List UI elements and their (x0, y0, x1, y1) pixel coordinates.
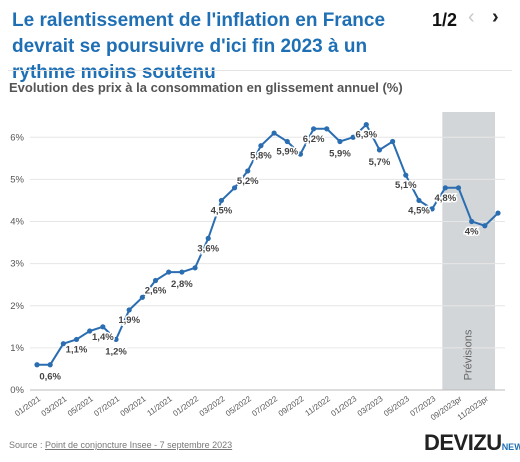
data-point (192, 265, 198, 271)
data-label: 1,4% (92, 332, 114, 343)
brand-sub: NEWS (501, 442, 520, 452)
y-tick-label: 0% (10, 385, 24, 396)
data-label: 5,9% (329, 148, 351, 159)
x-tick-label: 11/2022 (304, 394, 333, 418)
data-point (416, 197, 422, 204)
x-tick-label: 01/2022 (171, 394, 200, 418)
x-tick-label: 11/2021 (145, 394, 174, 418)
data-point (297, 151, 304, 157)
data-label: 2,6% (145, 285, 167, 296)
x-tick-label: 01/2023 (329, 394, 358, 418)
source-link[interactable]: Point de conjoncture Insee - 7 septembre… (45, 440, 233, 450)
data-label: 4,5% (211, 205, 233, 216)
data-point (34, 362, 40, 368)
data-point (324, 126, 330, 132)
data-point (87, 328, 93, 334)
data-point (100, 324, 106, 330)
data-point (363, 122, 369, 128)
y-tick-label: 5% (10, 174, 24, 185)
data-point (47, 362, 53, 368)
data-point (442, 185, 448, 191)
forecast-label: Prévisions (463, 329, 475, 380)
forecast-band (442, 112, 495, 390)
source-prefix: Source : (9, 440, 46, 450)
data-point (179, 269, 185, 275)
data-label: 4,8% (434, 193, 456, 204)
data-label: 5,1% (395, 180, 417, 191)
data-label: 4% (465, 227, 479, 238)
data-point (403, 172, 409, 178)
data-label: 6,3% (355, 130, 377, 141)
x-tick-label: 07/2021 (92, 394, 121, 418)
page-indicator: 1/2 (432, 10, 458, 30)
data-point (126, 307, 132, 313)
divider (8, 70, 512, 71)
data-point (166, 269, 172, 275)
data-point (113, 336, 119, 343)
data-label: 1,2% (105, 346, 127, 357)
data-point (482, 223, 488, 229)
x-tick-label: 09/2021 (119, 394, 148, 418)
data-label: 4,5% (408, 205, 430, 216)
chart-title: Evolution des prix à la consommation en … (9, 80, 403, 95)
data-label: 2,8% (171, 279, 193, 290)
x-tick-label: 05/2021 (66, 394, 95, 418)
x-tick-label: 03/2021 (40, 394, 69, 418)
y-tick-label: 1% (10, 343, 24, 354)
data-point (152, 277, 159, 284)
data-label: 3,6% (197, 243, 219, 254)
series-line (37, 122, 499, 366)
page-title: Le ralentissement de l'inflation en Fran… (12, 10, 386, 83)
data-label: 5,8% (250, 151, 272, 162)
x-tick-label: 03/2023 (356, 394, 385, 418)
data-point (218, 197, 224, 204)
x-tick-label: 03/2022 (198, 394, 227, 418)
line-chart: Prévisions0%1%2%3%4%5%6%01/202103/202105… (10, 112, 505, 422)
brand-logo: DEVIZUNEWS (424, 430, 520, 456)
x-tick-label: 05/2023 (382, 394, 411, 418)
data-label: 1,1% (66, 344, 88, 355)
data-point (350, 134, 356, 140)
chevron-right-icon[interactable]: › (492, 6, 499, 28)
data-point (337, 138, 343, 145)
data-point (469, 218, 475, 225)
data-label: 5,7% (369, 157, 391, 168)
data-point (390, 138, 396, 145)
y-tick-label: 4% (10, 217, 24, 228)
y-tick-label: 3% (10, 259, 24, 270)
data-point (60, 341, 66, 347)
data-label: 5,2% (237, 176, 259, 187)
data-label: 0,6% (39, 372, 61, 383)
x-tick-label: 07/2022 (250, 394, 279, 418)
chevron-left-icon[interactable]: ‹ (468, 6, 475, 28)
data-point (73, 336, 80, 343)
data-point (258, 143, 264, 149)
data-point (231, 185, 238, 191)
data-point (311, 126, 317, 132)
y-tick-label: 6% (10, 132, 24, 143)
x-tick-label: 05/2022 (224, 394, 253, 418)
data-point (205, 235, 211, 241)
data-label: 6,2% (303, 134, 325, 145)
data-point (429, 206, 435, 212)
data-point (284, 138, 290, 145)
data-point (376, 147, 383, 153)
data-point (271, 130, 277, 136)
data-point (139, 294, 145, 300)
source-note: Source : Point de conjoncture Insee - 7 … (9, 440, 232, 450)
y-tick-label: 2% (10, 301, 24, 312)
data-label: 1,9% (118, 315, 140, 326)
x-tick-label: 01/2021 (13, 394, 42, 418)
data-label: 5,9% (276, 146, 298, 157)
brand-name: DEVIZU (424, 430, 502, 455)
data-point (495, 210, 501, 216)
data-point (245, 168, 251, 174)
data-point (455, 185, 462, 191)
x-tick-label: 09/2022 (277, 394, 306, 418)
